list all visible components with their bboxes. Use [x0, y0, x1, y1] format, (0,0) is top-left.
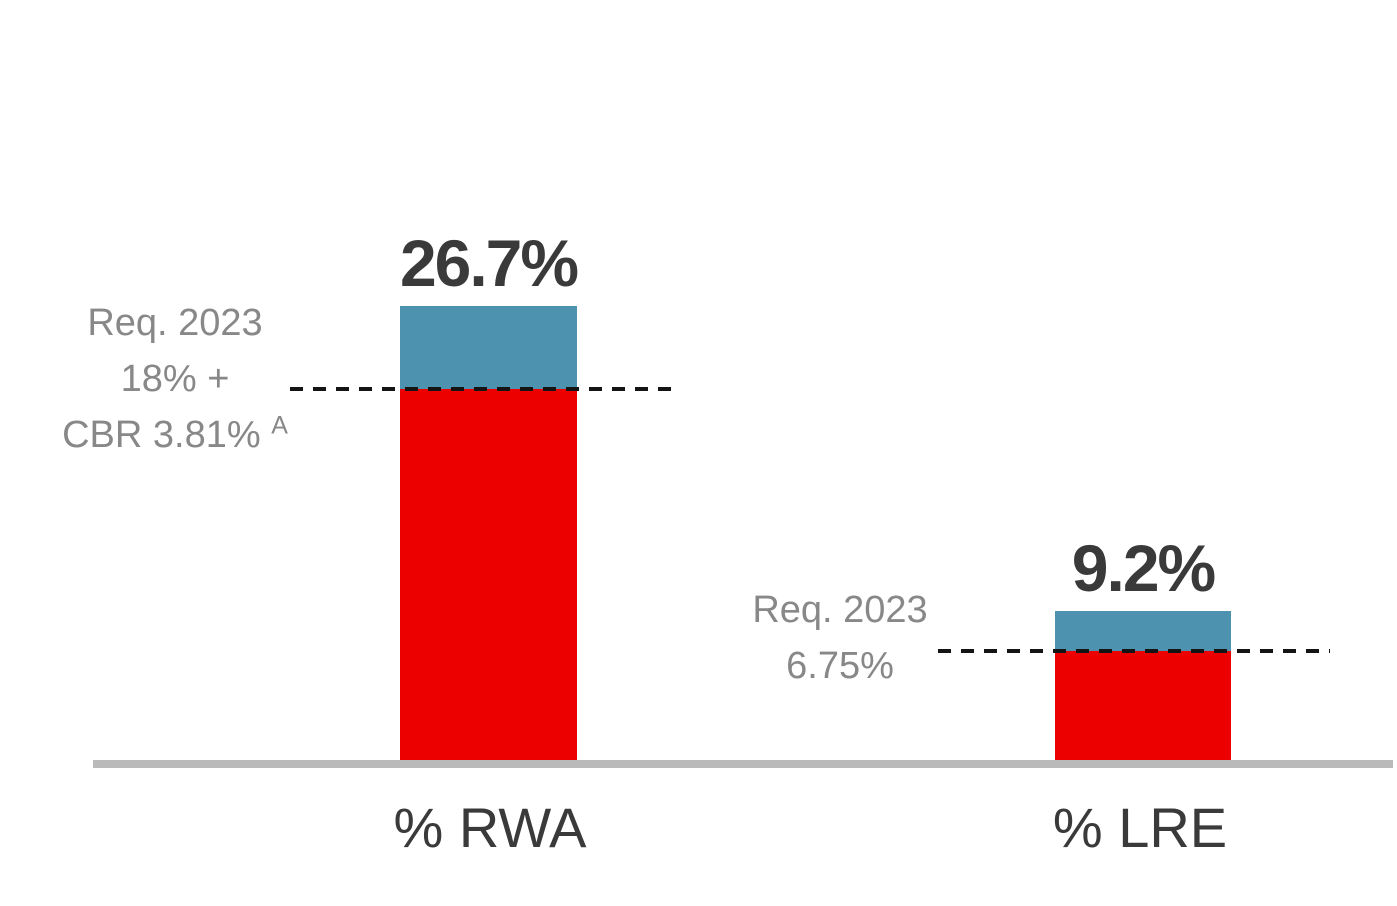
requirement-label-rwa-line3: CBR 3.81% A [62, 411, 288, 456]
requirement-label-lre-line2: 6.75% [786, 645, 894, 687]
requirement-dashed-line-lre [938, 649, 1330, 653]
value-label-lre: 9.2% [1071, 530, 1216, 605]
bar-segment-requirement-rwa [400, 389, 577, 760]
bar-group-rwa: 26.7% [399, 225, 579, 760]
requirement-dashed-line-rwa [290, 387, 678, 391]
bar-segment-requirement-lre [1055, 651, 1231, 760]
requirement-label-lre-line1: Req. 2023 [752, 589, 928, 631]
bar-group-lre: 9.2% [1055, 530, 1231, 760]
bar-segment-buffer-lre [1055, 611, 1231, 651]
requirement-label-rwa-line2: 18% + [120, 358, 230, 400]
value-label-rwa: 26.7% [399, 225, 579, 300]
requirement-label-rwa-line1: Req. 2023 [87, 302, 263, 344]
bar-segment-buffer-rwa [400, 306, 577, 389]
category-label-lre: % LRE [1052, 796, 1228, 859]
requirement-label-rwa: Req. 2023 18% + CBR 3.81% A [40, 295, 310, 463]
requirement-label-lre: Req. 2023 6.75% [710, 582, 970, 694]
footnote-marker-a: A [271, 411, 288, 440]
x-axis-baseline [93, 760, 1393, 768]
category-label-rwa: % RWA [393, 796, 587, 859]
